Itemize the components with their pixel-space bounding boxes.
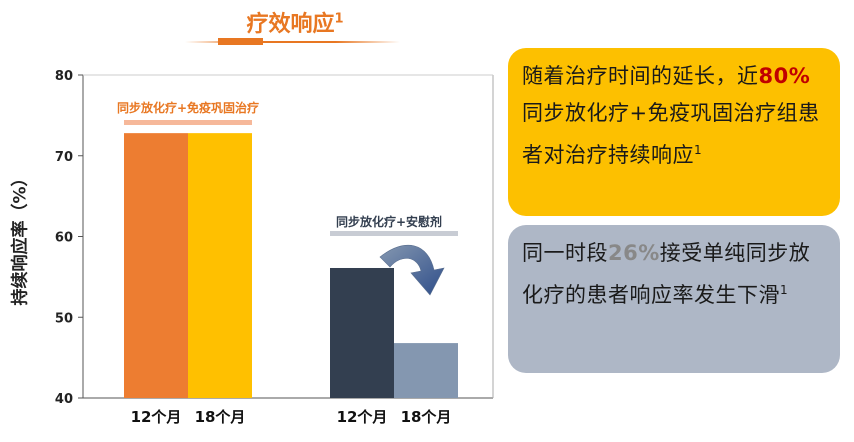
x-category-label: 12个月 <box>337 408 388 426</box>
decline-arrow-icon <box>379 244 445 296</box>
group-label-band <box>124 120 252 125</box>
y-tick-label: 80 <box>55 69 73 84</box>
callout-1-text-b: 同步放化疗+免疫巩固治疗组患者对治疗持续响应 <box>522 101 820 167</box>
group-label: 同步放化疗+免疫巩固治疗 <box>117 100 259 115</box>
group-label: 同步放化疗+安慰剂 <box>336 214 442 229</box>
bar <box>124 133 188 398</box>
chart-title-text: 疗效响应 <box>246 12 335 37</box>
y-tick-label: 70 <box>55 150 73 165</box>
x-category-label: 18个月 <box>195 408 246 426</box>
callout-2-text-b: 接受单纯同步放化疗的患者响应率发生下滑 <box>522 241 811 307</box>
callout-1-text-a: 随着治疗时间的延长，近 <box>522 64 759 88</box>
callout-2-highlight: 26% <box>608 241 660 265</box>
callout-1-footnote: 1 <box>694 143 703 157</box>
y-tick-label: 40 <box>55 392 73 407</box>
callout-2-text-a: 同一时段 <box>522 241 608 265</box>
bar-chart: 40 50 60 70 80 同步放化疗+免疫巩固治疗 12个月 18个月 同步放化疗+安慰剂… <box>55 69 494 426</box>
callout-box-response: 随着治疗时间的延长，近80% 同步放化疗+免疫巩固治疗组患者对治疗持续响应1 <box>508 48 840 216</box>
callout-2-footnote: 1 <box>780 283 789 297</box>
bar <box>188 133 252 398</box>
bar <box>330 267 394 398</box>
callout-box-decline: 同一时段26%接受单纯同步放化疗的患者响应率发生下滑1 <box>508 225 840 373</box>
y-tick-label: 60 <box>55 231 73 246</box>
y-tick-label: 50 <box>55 311 73 326</box>
bar <box>394 343 458 398</box>
group-label-band <box>330 231 458 236</box>
title-underline <box>185 41 400 43</box>
callout-1-highlight: 80% <box>758 64 811 88</box>
x-category-label: 18个月 <box>401 408 452 426</box>
x-category-label: 12个月 <box>131 408 182 426</box>
title-footnote: 1 <box>334 11 344 27</box>
chart-title: 疗效响应1 <box>0 6 590 38</box>
title-accent-bar <box>218 38 263 45</box>
